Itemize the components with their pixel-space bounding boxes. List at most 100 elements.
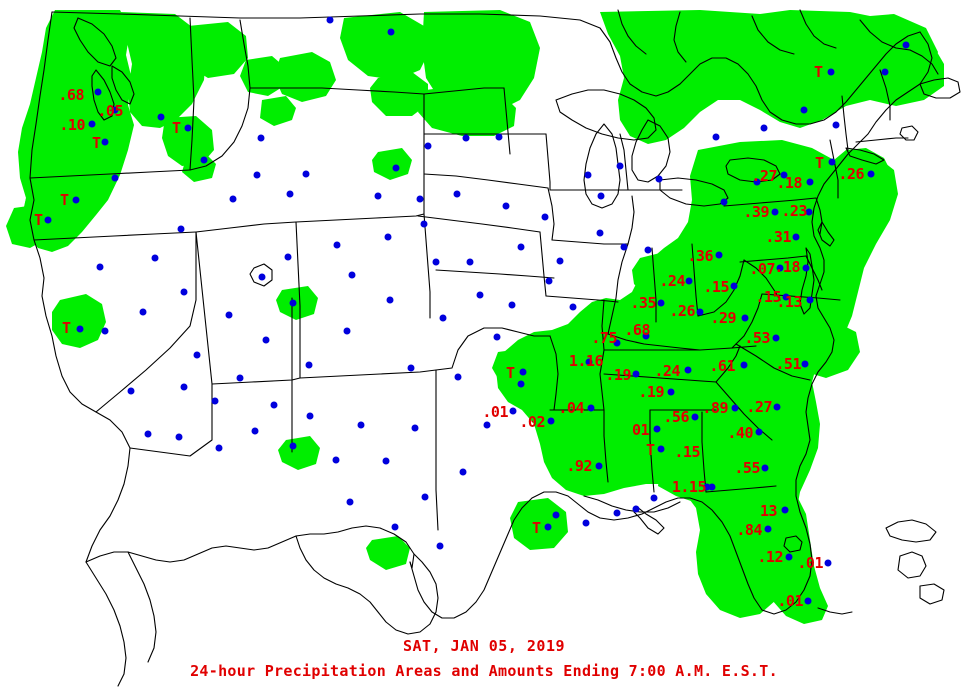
state-line-in-oh xyxy=(691,243,699,317)
precip-amount-label: .92 xyxy=(566,457,592,475)
station-dot xyxy=(653,425,661,433)
mississippi-delta xyxy=(633,505,665,535)
state-line-sd-ne xyxy=(423,173,549,189)
state-line-pa-ny xyxy=(723,197,817,207)
station-dot xyxy=(420,220,428,228)
station-dot xyxy=(753,178,761,186)
precip-amount-label: .84 xyxy=(736,521,762,539)
station-dot xyxy=(151,254,159,262)
precip-area-central-montana xyxy=(240,56,286,96)
precip-area-newmexico-patch xyxy=(278,436,320,470)
puget-sound xyxy=(91,69,115,121)
station-dot xyxy=(180,288,188,296)
trace-amount-label: T xyxy=(171,119,181,137)
state-line-ks-ok xyxy=(435,269,555,279)
station-dot xyxy=(782,293,790,301)
station-dot xyxy=(348,271,356,279)
station-dot xyxy=(582,519,590,527)
great-salt-lake xyxy=(249,263,273,287)
precip-amount-label: .15 xyxy=(755,288,781,306)
precip-amount-label: .39 xyxy=(743,203,769,221)
map-title-caption: 24-hour Precipitation Areas and Amounts … xyxy=(190,662,778,680)
state-line-ms-tn xyxy=(603,373,717,383)
station-dot xyxy=(476,291,484,299)
precip-amount-label: .56 xyxy=(663,408,689,426)
station-dot xyxy=(556,257,564,265)
station-dot xyxy=(780,171,788,179)
state-line-tn-ky xyxy=(603,345,757,351)
bahamas xyxy=(885,519,937,543)
precip-amount-label: .29 xyxy=(710,309,736,327)
station-dot xyxy=(289,299,297,307)
station-dot xyxy=(684,366,692,374)
station-dot xyxy=(236,374,244,382)
station-dot xyxy=(740,361,748,369)
state-line-oh-wv xyxy=(697,259,745,317)
station-dot xyxy=(642,332,650,340)
state-line-wa-id xyxy=(189,17,195,171)
puget-sound-2 xyxy=(111,65,135,105)
station-dot xyxy=(289,442,297,450)
precip-amount-label: .07 xyxy=(749,260,775,278)
station-dot xyxy=(94,88,102,96)
precip-amount-label: .24 xyxy=(654,362,680,380)
precip-area-appalachian-extension xyxy=(632,240,742,298)
canada-interior-2 xyxy=(673,11,687,63)
great-lakes-superior xyxy=(555,89,657,141)
station-dot xyxy=(392,164,400,172)
precip-amount-label: .04 xyxy=(558,399,584,417)
station-dot xyxy=(44,216,52,224)
station-dot xyxy=(144,430,152,438)
station-dot xyxy=(776,264,784,272)
station-dot xyxy=(715,251,723,259)
precip-area-south-texas xyxy=(510,498,568,550)
precip-area-texas-panhandle xyxy=(366,536,410,570)
station-dot xyxy=(545,277,553,285)
station-dot xyxy=(657,445,665,453)
precip-area-wyoming-patch xyxy=(260,96,296,126)
state-line-ga-fl xyxy=(705,485,777,493)
station-dot xyxy=(111,174,119,182)
trace-amount-label: T xyxy=(814,154,824,172)
station-dot xyxy=(180,383,188,391)
station-dot xyxy=(374,192,382,200)
station-dot xyxy=(508,301,516,309)
station-dot xyxy=(781,506,789,514)
station-dot xyxy=(251,427,259,435)
precip-area-south-dakota xyxy=(418,84,516,136)
state-line-ny-ne xyxy=(829,139,839,199)
state-line-ca-nv xyxy=(95,231,197,413)
state-line-nh-me xyxy=(879,69,891,121)
state-line-nd-mn xyxy=(503,87,511,155)
florida-keys xyxy=(817,607,853,615)
precip-area-florida-peninsula xyxy=(708,478,828,624)
precip-amount-label: .27 xyxy=(746,398,772,416)
station-dot xyxy=(785,553,793,561)
station-dot xyxy=(127,387,135,395)
state-line-ca-az xyxy=(129,383,213,457)
precip-amount-label: .18 xyxy=(776,174,802,192)
state-line-sd-mn xyxy=(545,133,551,191)
station-dot xyxy=(493,333,501,341)
state-line-id-wy xyxy=(195,221,297,233)
coastline-west xyxy=(29,11,131,563)
state-line-ia-il xyxy=(627,195,635,245)
station-dot xyxy=(544,523,552,531)
station-dot xyxy=(832,121,840,129)
precip-amount-label: .35 xyxy=(630,294,656,312)
station-dot xyxy=(184,124,192,132)
map-date-caption: SAT, JAN 05, 2019 xyxy=(402,637,566,655)
trace-amount-label: T xyxy=(91,134,101,152)
station-dot xyxy=(772,334,780,342)
state-line-nm-tx xyxy=(435,369,439,531)
precip-area-nw-california xyxy=(6,204,52,248)
chesapeake-bay xyxy=(799,247,815,315)
station-dot xyxy=(262,336,270,344)
station-dot xyxy=(407,364,415,372)
precip-area-north-dakota-a xyxy=(340,12,430,80)
station-dot xyxy=(616,162,624,170)
precip-area-eastern-montana xyxy=(274,52,336,102)
state-line-wy-co xyxy=(295,213,425,223)
precip-amount-label: .40 xyxy=(727,424,753,442)
